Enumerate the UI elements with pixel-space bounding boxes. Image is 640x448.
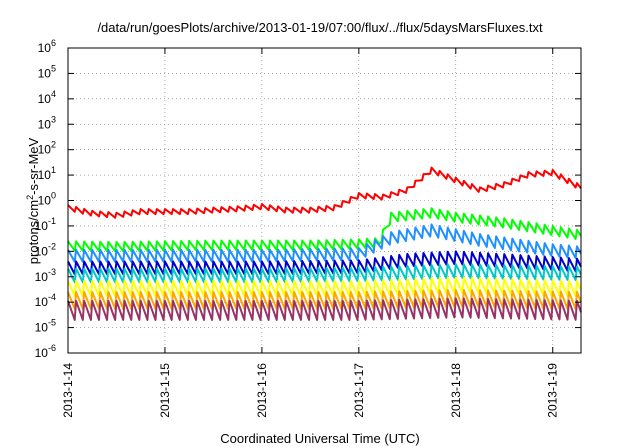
y-tick-label: 103 <box>38 114 56 131</box>
x-tick-label: 2013-1-16 <box>255 363 269 418</box>
axis-ticks: 10-6 10-5 10-4 10-3 10-2 10-1 100 101 102 103 104 1… <box>35 38 581 418</box>
y-tick-label: 10-1 <box>35 216 56 233</box>
y-tick-label: 10-4 <box>35 292 56 309</box>
x-axis-label: Coordinated Universal Time (UTC) <box>220 431 420 446</box>
y-tick-label: 105 <box>38 63 56 80</box>
y-tick-label: 106 <box>38 38 56 55</box>
y-tick-label: 10-5 <box>35 318 56 335</box>
y-tick-label: 104 <box>38 89 56 106</box>
y-axis-label-prefix: protons/cm <box>26 199 42 265</box>
x-tick-label: 2013-1-19 <box>546 363 560 418</box>
series-lines <box>67 166 582 321</box>
series-line <box>67 207 582 253</box>
x-tick-label: 2013-1-17 <box>352 363 366 418</box>
chart-title: /data/run/goesPlots/archive/2013-01-19/0… <box>97 20 543 35</box>
x-tick-label: 2013-1-14 <box>61 363 75 418</box>
series-line <box>67 297 582 321</box>
series-line <box>67 166 582 219</box>
y-tick-label: 10-3 <box>35 267 56 284</box>
y-axis-label-sup: 2 <box>24 194 35 200</box>
x-tick-label: 2013-1-15 <box>158 363 172 418</box>
y-tick-label: 101 <box>38 165 56 182</box>
y-axis-label-suffix: -s-sr-MeV <box>26 137 42 195</box>
series-line <box>67 276 582 298</box>
x-tick-label: 2013-1-18 <box>449 363 463 418</box>
y-tick-label: 10-2 <box>35 241 56 258</box>
series-line <box>67 250 582 276</box>
y-tick-label: 100 <box>38 191 56 208</box>
y-axis-label: protons/cm2-s-sr-MeV <box>25 138 41 264</box>
series-line <box>67 223 582 263</box>
series-line <box>67 263 582 284</box>
y-tick-label: 102 <box>38 140 56 157</box>
y-tick-label: 10-6 <box>35 343 56 360</box>
